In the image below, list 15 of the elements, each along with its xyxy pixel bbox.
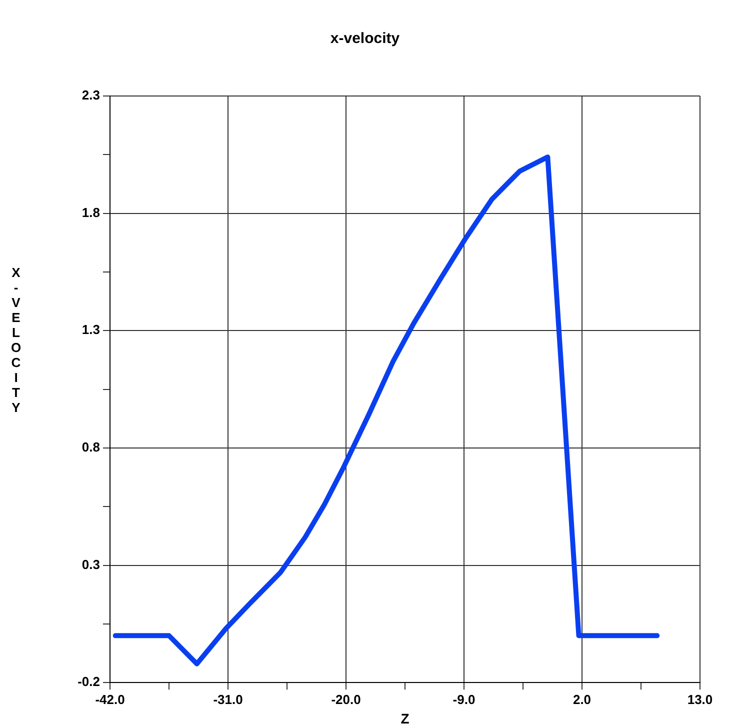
y-tick-label: 0.3 [82, 556, 100, 572]
x-axis-title: Z [400, 710, 410, 726]
chart-title: x-velocity [330, 30, 400, 48]
x-tick-label: -20.0 [331, 692, 361, 707]
y-tick-label: 1.3 [82, 322, 100, 338]
y-tick-label: 1.8 [82, 204, 100, 220]
y-tick-label: 2.3 [82, 88, 100, 103]
x-tick-label: -9.0 [452, 692, 476, 707]
y-tick-label: -0.2 [78, 674, 100, 690]
x-tick-label: -31.0 [213, 692, 243, 707]
y-tick-label: 0.8 [82, 440, 100, 455]
x-tick-label: 2.0 [572, 692, 592, 707]
x-tick-label: -42.0 [95, 692, 125, 707]
x-tick-label: 13.0 [687, 692, 713, 707]
text: X-VELOCITY [10, 265, 22, 415]
